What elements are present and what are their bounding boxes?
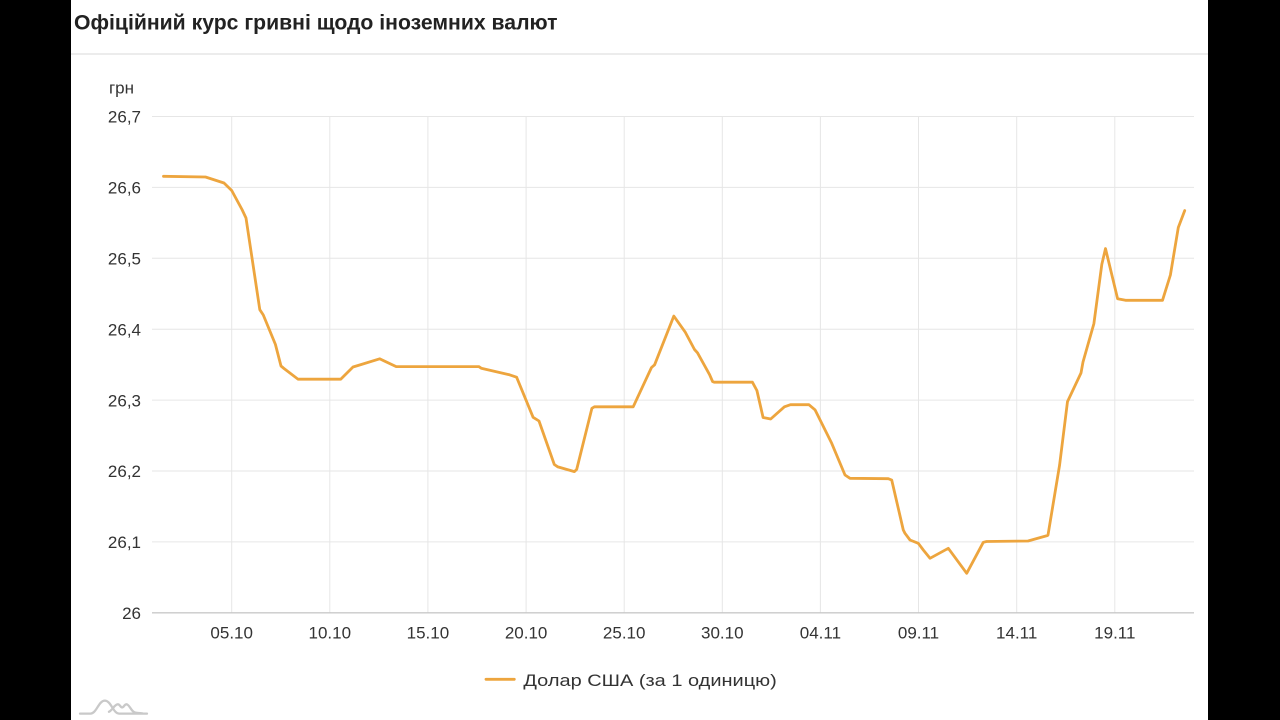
svg-text:15.10: 15.10 <box>407 624 450 643</box>
svg-text:грн: грн <box>109 79 134 98</box>
svg-text:25.10: 25.10 <box>603 624 646 643</box>
svg-text:26,5: 26,5 <box>108 250 141 269</box>
svg-text:09.11: 09.11 <box>898 624 939 643</box>
svg-text:26,3: 26,3 <box>108 391 141 410</box>
svg-text:20.10: 20.10 <box>505 624 548 643</box>
svg-text:04.11: 04.11 <box>800 624 841 643</box>
svg-text:Долар США (за 1 одиницю): Долар США (за 1 одиницю) <box>523 671 776 690</box>
svg-text:30.10: 30.10 <box>701 624 744 643</box>
svg-text:19.11: 19.11 <box>1094 624 1135 643</box>
svg-text:05.10: 05.10 <box>210 624 253 643</box>
svg-text:26,2: 26,2 <box>108 462 141 481</box>
svg-text:26: 26 <box>122 604 141 623</box>
svg-text:26,4: 26,4 <box>108 320 141 339</box>
svg-text:26,6: 26,6 <box>108 179 141 198</box>
svg-text:26,7: 26,7 <box>108 108 141 127</box>
svg-text:14.11: 14.11 <box>996 624 1037 643</box>
svg-text:Офіційний курс гривні щодо іно: Офіційний курс гривні щодо іноземних вал… <box>74 11 558 35</box>
svg-text:26,1: 26,1 <box>108 533 141 552</box>
svg-text:10.10: 10.10 <box>309 624 352 643</box>
